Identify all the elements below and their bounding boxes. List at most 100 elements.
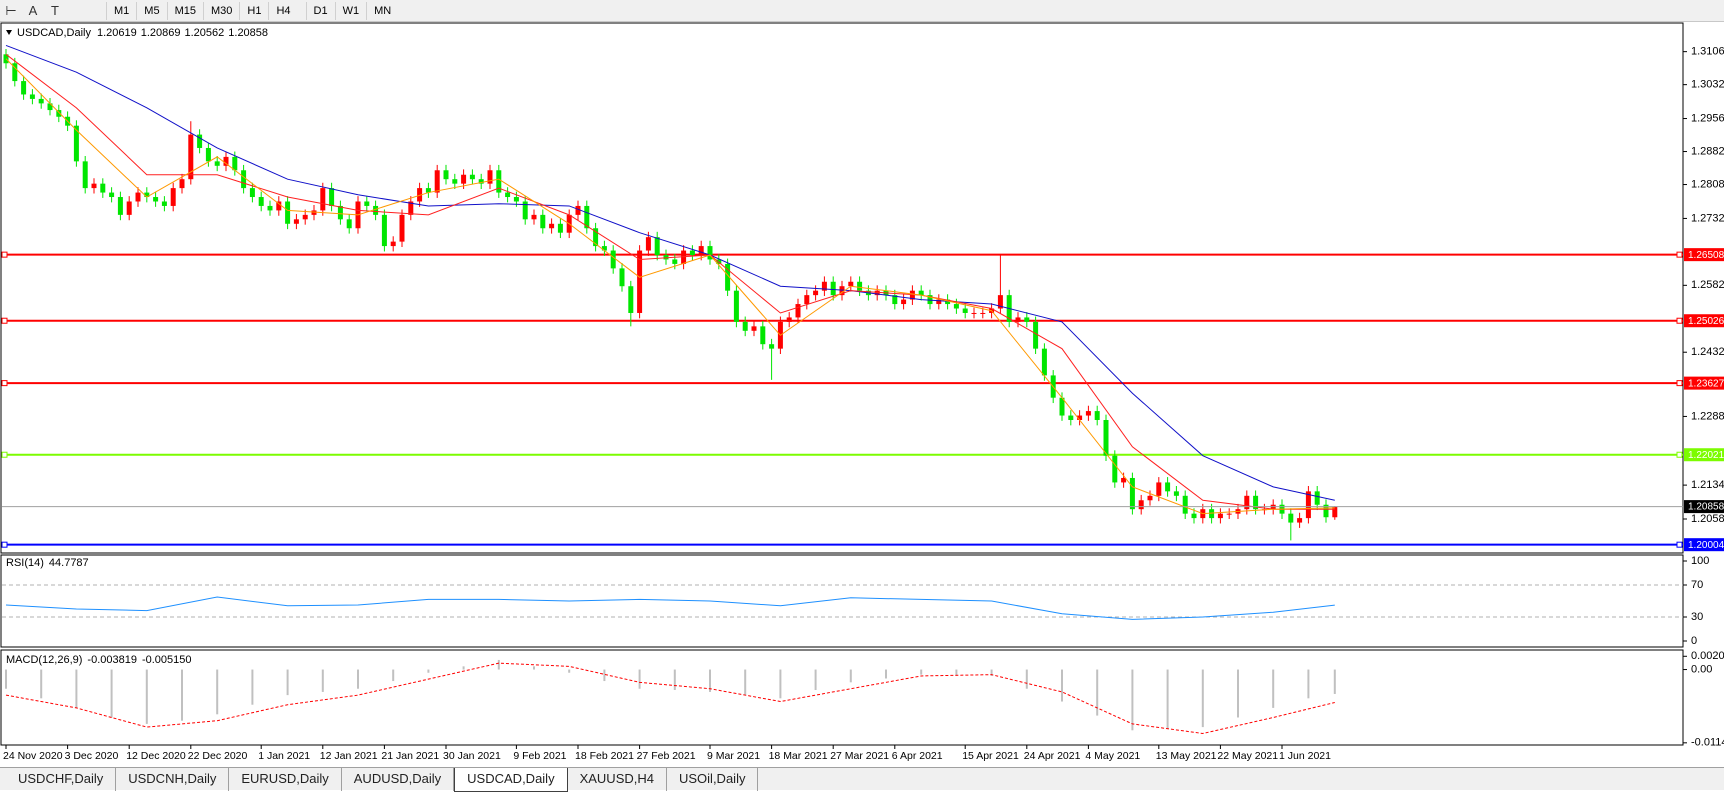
candle-body — [601, 246, 607, 251]
level-label: 1.20004 — [1688, 540, 1724, 551]
candle-body — [161, 201, 167, 206]
x-tick-label: 3 Dec 2020 — [65, 750, 119, 762]
moving-average — [5, 53, 1335, 510]
symbol-tab[interactable]: USDCAD,Daily — [454, 768, 568, 792]
candle-body — [249, 188, 255, 198]
x-tick-label: 27 Mar 2021 — [830, 750, 889, 762]
menu-arrow[interactable] — [6, 30, 12, 35]
candle-body — [1041, 348, 1047, 376]
macd-bar — [1025, 669, 1028, 689]
candle-body — [1033, 321, 1039, 349]
candle-body — [927, 295, 933, 305]
candle-body — [936, 299, 942, 305]
candle-body — [21, 81, 27, 95]
candle-body — [689, 250, 695, 255]
candle-body — [628, 286, 634, 313]
candle-body — [232, 156, 238, 171]
candle-body — [901, 299, 907, 305]
y-tick-label: 1.31060 — [1691, 46, 1724, 58]
tool-button[interactable]: A — [28, 3, 38, 18]
timeframe-button[interactable]: M15 — [166, 1, 203, 20]
level-handle — [1676, 380, 1683, 387]
rsi-value: 44.7787 — [49, 557, 89, 569]
symbol-tab[interactable]: USOil,Daily — [667, 768, 759, 791]
candle-body — [953, 304, 959, 309]
level-handle — [1, 251, 8, 258]
candle-body — [126, 201, 132, 215]
close-value: 1.20858 — [228, 27, 268, 39]
macd-bar — [955, 669, 958, 676]
candle-body — [821, 281, 827, 291]
timeframe-button[interactable]: H1 — [239, 1, 268, 20]
candle-body — [1217, 513, 1223, 519]
rsi-header: RSI(14) 44.7787 — [6, 557, 89, 569]
symbol-tab[interactable]: EURUSD,Daily — [229, 768, 342, 791]
tool-icon[interactable]: ⊢ — [5, 2, 17, 18]
macd-bar — [1333, 669, 1336, 694]
level-label-box — [1684, 448, 1724, 462]
x-tick-label: 18 Mar 2021 — [769, 750, 828, 762]
candle-body — [1244, 495, 1250, 510]
symbol-tab[interactable]: XAUUSD,H4 — [568, 768, 667, 791]
candle-body — [241, 170, 247, 189]
y-tick-label: 1.22880 — [1691, 410, 1724, 422]
timeframe-button[interactable]: D1 — [305, 1, 335, 20]
macd-bar — [1237, 669, 1239, 718]
candle-body — [654, 237, 660, 255]
symbol-tab[interactable]: USDCHF,Daily — [6, 768, 117, 791]
macd-bar — [920, 669, 923, 675]
candle-body — [38, 98, 44, 104]
candle-body — [531, 214, 537, 220]
candle-body — [1094, 411, 1100, 420]
candle-body — [29, 94, 35, 99]
candle-body — [100, 183, 106, 193]
macd-bar — [779, 669, 782, 699]
macd-bar — [814, 669, 817, 691]
candle-body — [980, 312, 986, 314]
candle-body — [205, 147, 211, 162]
candle-body — [1173, 491, 1179, 496]
level-label-box — [1684, 376, 1724, 390]
candle-body — [971, 312, 977, 314]
tool-button[interactable]: T — [51, 3, 59, 18]
candle-body — [760, 326, 766, 345]
candle-body — [144, 192, 150, 198]
y-tick-label: 1.25820 — [1691, 279, 1724, 291]
symbol-tab[interactable]: AUDUSD,Daily — [342, 768, 455, 791]
y-tick-label: 100 — [1691, 555, 1709, 567]
timeframe-button[interactable]: M1 — [106, 1, 136, 20]
candle-body — [478, 179, 484, 184]
candle-body — [302, 214, 308, 220]
candle-body — [425, 188, 431, 193]
signal-value: -0.005150 — [142, 654, 192, 666]
candle-body — [276, 201, 282, 211]
signal-line — [5, 662, 1335, 734]
x-tick-label: 30 Jan 2021 — [443, 750, 501, 762]
candle-body — [663, 255, 669, 260]
timeframe-button[interactable]: H4 — [268, 1, 297, 20]
tab-bar: USDCHF,Daily USDCNH,Daily EURUSD,Daily AUDU… — [0, 767, 1724, 792]
candle-body — [1138, 500, 1144, 510]
candle-body — [1288, 513, 1294, 523]
timeframe-button[interactable]: MN — [366, 1, 398, 20]
candle-body — [82, 161, 88, 189]
timeframe-button[interactable]: W1 — [334, 1, 367, 20]
level-handle — [1676, 451, 1683, 458]
candle-body — [329, 188, 335, 206]
timeframe-button[interactable]: M30 — [202, 1, 239, 20]
macd-bar — [603, 669, 606, 682]
x-tick-label: 1 Jun 2021 — [1279, 750, 1331, 762]
timeframe-button[interactable]: M5 — [136, 1, 166, 20]
candle-body — [117, 197, 123, 215]
y-tick-label: 1.29560 — [1691, 112, 1724, 124]
candle-body — [1253, 495, 1259, 510]
candle-body — [399, 214, 405, 242]
candle-body — [109, 192, 115, 198]
symbol-tab[interactable]: USDCNH,Daily — [116, 768, 230, 791]
candle-body — [487, 170, 493, 184]
low-value: 1.20562 — [185, 27, 225, 39]
level-label-box — [1684, 538, 1724, 552]
candle-body — [918, 290, 924, 296]
candle-body — [1191, 513, 1197, 519]
candle-body — [1332, 506, 1338, 518]
